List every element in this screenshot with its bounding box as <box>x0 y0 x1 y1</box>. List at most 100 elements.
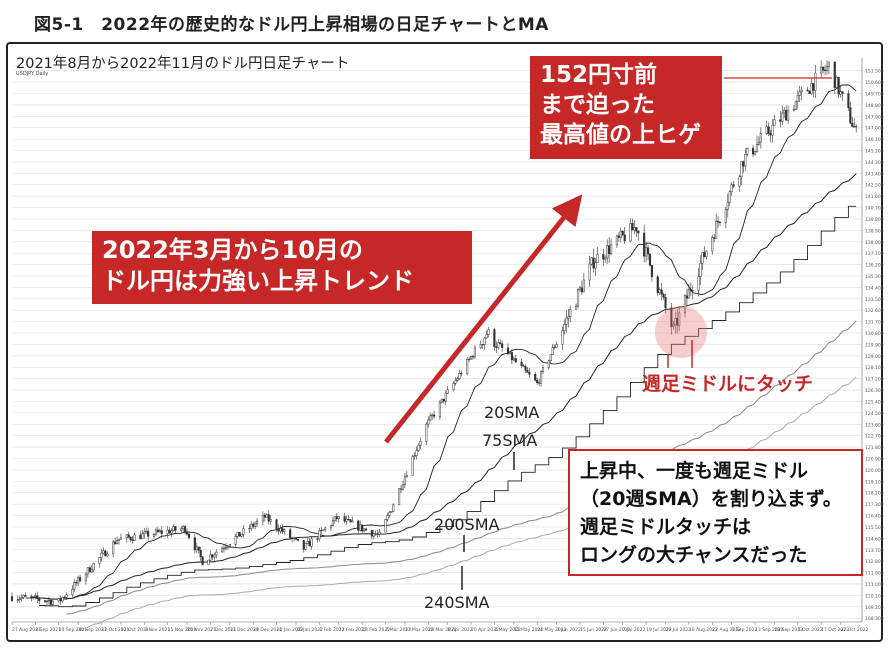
candle-body <box>92 563 95 571</box>
weekly-middle-touch-label: 週足ミドルにタッチ <box>642 373 814 395</box>
candle-body <box>635 227 638 232</box>
candle-body <box>578 287 582 290</box>
candle-body <box>456 378 459 381</box>
candle-body <box>539 371 543 384</box>
candle-body <box>769 133 772 136</box>
candle-body <box>413 455 416 457</box>
candle-body <box>125 534 128 539</box>
y-tick-label: 109.200 <box>865 605 884 611</box>
candle-body <box>806 89 809 92</box>
candle-body <box>403 476 406 485</box>
candle-body <box>674 317 677 326</box>
candle-body <box>534 374 537 381</box>
candle-body <box>691 290 694 292</box>
candle-body <box>252 523 255 527</box>
x-tick-label: 11 Feb 2022 <box>339 627 367 633</box>
y-tick-label: 111.900 <box>865 571 884 577</box>
candle-body <box>740 161 743 178</box>
candle-body <box>277 528 280 532</box>
candle-body <box>115 540 119 545</box>
y-tick-label: 132.600 <box>865 308 884 314</box>
candle-body <box>364 528 368 531</box>
candle-body <box>211 554 214 558</box>
moving-averages <box>25 84 857 630</box>
candle-body <box>392 504 395 512</box>
x-tick-label: 23 Sep 2022 <box>774 627 803 633</box>
candle-body <box>444 392 447 402</box>
candle-body <box>16 599 19 601</box>
candle-body <box>510 352 513 361</box>
candle-body <box>646 247 650 255</box>
candle-body <box>497 342 500 348</box>
x-tick-label: 7 Dec 2021 <box>210 627 236 633</box>
sma20-line <box>25 84 857 600</box>
y-tick-label: 129.900 <box>865 342 884 348</box>
touch-highlight <box>655 306 707 358</box>
candle-body <box>168 529 171 534</box>
candle-body <box>411 456 414 476</box>
sma240-label: 240SMA <box>424 593 490 612</box>
candle-body <box>405 475 408 478</box>
candle-body <box>310 538 313 547</box>
candle-body <box>349 519 352 523</box>
weekly-middle-note: 上昇中、一度も週足ミドル （20週SMA）を割り込まず。 週足ミドルタッチは ロ… <box>568 449 863 576</box>
candle-body <box>185 531 189 535</box>
y-tick-label: 145.200 <box>865 149 884 155</box>
candle-body <box>102 550 105 554</box>
x-tick-label: 7 Mar 2022 <box>385 627 411 633</box>
y-tick-label: 147.000 <box>865 126 884 132</box>
candle-body <box>466 359 469 375</box>
candle-body <box>660 289 663 295</box>
x-tick-label: 20 Sep 2021 <box>59 627 88 633</box>
candle-body <box>45 600 49 602</box>
candle-body <box>569 309 572 317</box>
y-tick-label: 117.300 <box>865 502 884 508</box>
candle-body <box>417 445 420 451</box>
candle-body <box>242 528 245 535</box>
candle-body <box>658 289 661 294</box>
candle-body <box>767 126 770 134</box>
candle-body <box>306 541 309 544</box>
high-callout-line: まで迫った <box>540 92 655 118</box>
candle-body <box>608 245 611 255</box>
candle-body <box>234 536 237 545</box>
candle-body <box>594 262 597 269</box>
candle-body <box>499 342 502 344</box>
y-axis: 151.500 150.600 149.700 148.800 147.900 147.0… <box>861 58 884 622</box>
candle-body <box>713 237 716 239</box>
candle-body <box>104 550 107 557</box>
y-tick-label: 129.000 <box>865 354 884 360</box>
candle-body <box>592 257 595 269</box>
candle-body <box>604 257 607 260</box>
candle-body <box>551 347 554 355</box>
candle-body <box>454 380 457 384</box>
candle-body <box>431 414 434 417</box>
x-tick-label: 10 Jan 2022 <box>277 627 304 633</box>
y-tick-label: 128.100 <box>865 365 884 371</box>
candle-body <box>792 109 795 111</box>
candle-body <box>440 398 443 403</box>
candle-body <box>781 112 784 122</box>
candle-body <box>619 231 622 238</box>
candle-body <box>771 124 774 136</box>
y-tick-label: 150.600 <box>865 80 884 86</box>
candle-body <box>670 307 673 327</box>
candle-body <box>508 352 512 355</box>
y-tick-label: 120.000 <box>865 468 884 474</box>
candle-body <box>810 83 813 94</box>
x-tick-label: 17 Oct 2022 <box>821 627 849 633</box>
candle-body <box>615 235 618 246</box>
candle-body <box>166 529 169 534</box>
candle-body <box>460 372 463 375</box>
candle-body <box>726 202 729 210</box>
candle-body <box>63 596 66 599</box>
candle-body <box>65 594 68 598</box>
candle-body <box>617 235 620 238</box>
candle-body <box>495 346 498 348</box>
candle-body <box>399 488 403 490</box>
candle-body <box>676 317 679 326</box>
candle-body <box>320 529 323 532</box>
x-tick-label: 1 Sep 2022 <box>732 627 758 633</box>
candle-body <box>685 295 689 299</box>
